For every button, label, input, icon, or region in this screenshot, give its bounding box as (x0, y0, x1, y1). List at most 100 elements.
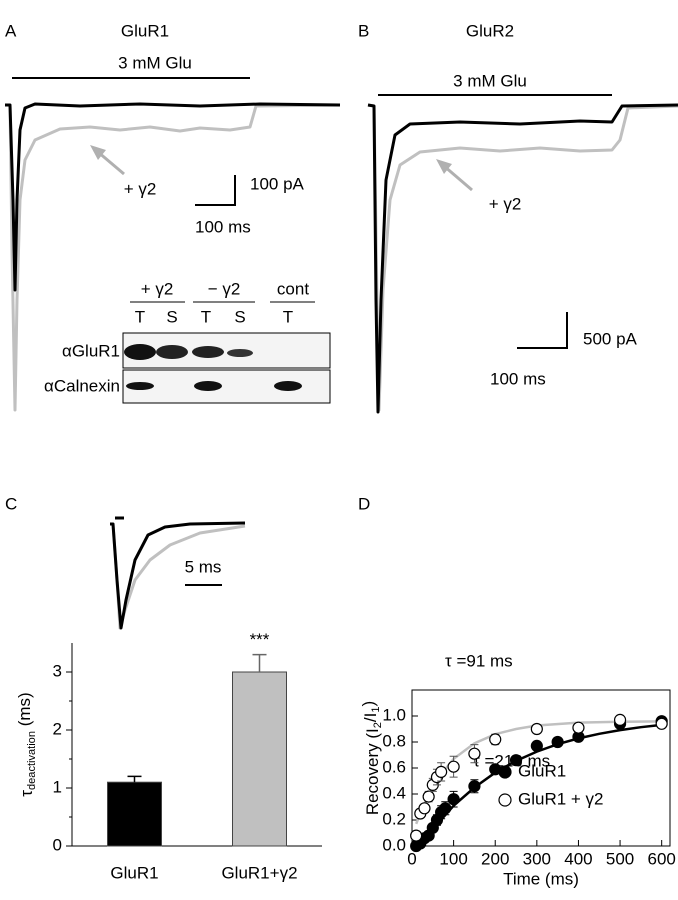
point (468, 747, 481, 760)
point (418, 802, 431, 815)
point (410, 829, 423, 842)
stimulus-label: 3 mM Glu (453, 71, 527, 90)
bar (107, 781, 162, 847)
label-part: ) (359, 701, 378, 707)
point (655, 717, 668, 730)
band (126, 382, 154, 390)
annotation: + γ2 (124, 179, 157, 198)
x-tick-label: 200 (481, 849, 509, 868)
y-tick-label: 3 (53, 661, 62, 680)
x-tick-label: 0 (407, 849, 416, 868)
y-axis-label: Recovery (I2/I1) (359, 701, 383, 815)
blot-row: αCalnexin (44, 376, 120, 395)
label-part: τ (17, 790, 36, 797)
arrow-head (90, 145, 106, 160)
x-axis-label: Time (ms) (503, 869, 579, 888)
band (124, 344, 156, 360)
blot-group: − γ2 (208, 279, 241, 298)
y-axis-label: τdeactivation (ms) (15, 692, 37, 796)
scale-bar (195, 175, 236, 206)
stimulus-label: 3 mM Glu (118, 53, 192, 72)
label-part: /I (361, 713, 380, 722)
y-tick-label: 0.8 (382, 731, 406, 750)
scale-y-label: 500 pA (583, 329, 638, 348)
arrow (443, 164, 473, 192)
band (194, 381, 222, 391)
point (422, 790, 435, 803)
annotation: + γ2 (489, 194, 522, 213)
band (274, 381, 302, 391)
inset-scale-label: 5 ms (185, 557, 222, 576)
error-bar (127, 775, 142, 783)
point (530, 739, 543, 753)
arrow-head (436, 159, 452, 174)
x-tick-label: 100 (439, 849, 467, 868)
point (551, 735, 564, 749)
point (439, 802, 452, 815)
band (227, 349, 253, 357)
blot-row: αGluR1 (62, 341, 120, 360)
bar (232, 671, 287, 847)
legend-marker (498, 765, 512, 779)
blot-lane: T (201, 307, 211, 326)
scale-y-label: 100 pA (250, 174, 305, 193)
point (468, 780, 481, 793)
panel-title: GluR2 (466, 21, 514, 40)
blot-lane: T (135, 307, 145, 326)
fit-label: τ =91 ms (445, 651, 513, 670)
scale-x-label: 100 ms (490, 369, 546, 388)
scale-x-label: 100 ms (195, 217, 251, 236)
label-part: 2 (372, 722, 384, 728)
annotation: *** (250, 630, 270, 649)
y-tick-label: 0.6 (382, 757, 406, 776)
legend-marker (498, 793, 512, 807)
x-tick-label: GluR1 (110, 863, 158, 882)
y-tick-label: 0.2 (382, 809, 406, 828)
error-bar (252, 653, 267, 672)
panel-letter: D (358, 494, 370, 513)
point (530, 722, 543, 736)
y-tick-label: 0 (53, 835, 62, 854)
x-tick-label: 500 (606, 849, 634, 868)
x-tick-label: 300 (523, 849, 551, 868)
panel-letter: C (5, 494, 17, 513)
arrow (97, 150, 125, 176)
y-tick-label: 1.0 (382, 705, 406, 724)
label-part: deactivation (26, 731, 38, 790)
blot-group: + γ2 (141, 279, 174, 298)
legend-label: GluR1 (518, 761, 566, 780)
y-tick-label: 1 (53, 777, 62, 796)
trace-gray (367, 103, 678, 412)
point (447, 760, 460, 773)
label-part: Recovery (I (363, 728, 382, 815)
point (613, 713, 627, 727)
label-part: 1 (370, 706, 382, 712)
y-tick-label: 0.4 (382, 783, 406, 802)
blot-lane: S (234, 307, 245, 326)
blot-lane: T (283, 307, 293, 326)
x-tick-label: GluR1+γ2 (221, 863, 297, 882)
point (509, 754, 523, 767)
panel-title: GluR1 (121, 21, 169, 40)
trace-gray (5, 103, 341, 412)
y-tick-label: 0.0 (382, 835, 406, 854)
legend-label: GluR1 + γ2 (518, 789, 604, 808)
y-tick-label: 2 (53, 719, 62, 738)
trace-black (110, 521, 246, 630)
point (435, 765, 448, 779)
trace-black (5, 102, 341, 292)
x-tick-label: 600 (647, 849, 675, 868)
blot-group: cont (277, 279, 309, 298)
band (156, 345, 188, 359)
label-part: (ms) (15, 692, 34, 731)
band (192, 346, 224, 358)
point (572, 721, 585, 734)
blot-lane: S (166, 307, 177, 326)
panel-letter: A (5, 21, 17, 40)
scale-bar (517, 312, 568, 349)
panel-letter: B (358, 21, 369, 40)
trace-black (367, 103, 678, 414)
point (489, 733, 502, 746)
x-tick-label: 400 (564, 849, 592, 868)
